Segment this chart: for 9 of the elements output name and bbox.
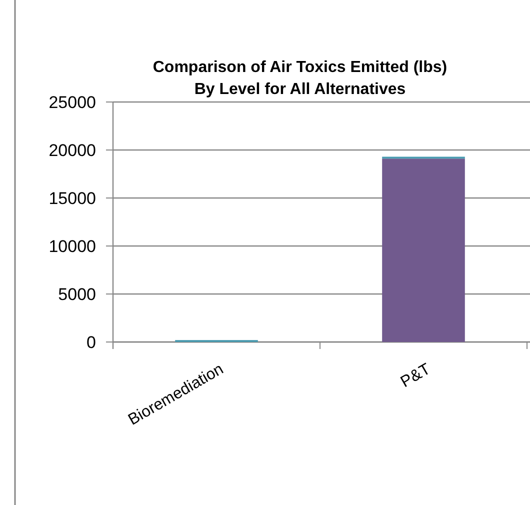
y-tick-label: 25000: [48, 92, 96, 112]
x-tick-label: P&T: [398, 360, 434, 392]
y-tick-label: 15000: [48, 188, 96, 208]
y-tick-label: 10000: [48, 236, 96, 256]
y-tick-label: 0: [86, 332, 96, 352]
chart-title: Comparison of Air Toxics Emitted (lbs) By Level for All Alternatives: [152, 59, 448, 98]
y-tick-label: 20000: [48, 140, 96, 160]
bar: [382, 158, 465, 342]
y-tick-label: 5000: [58, 284, 96, 304]
